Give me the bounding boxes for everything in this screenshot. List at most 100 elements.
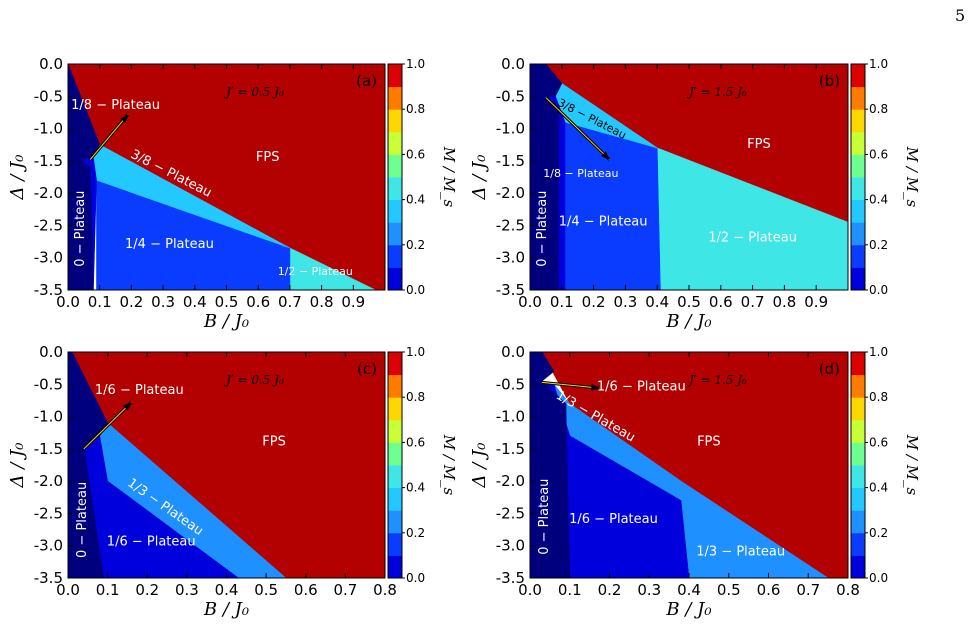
region-label: FPS: [747, 137, 771, 152]
x-tick-label: 0.3: [637, 581, 661, 599]
colorbar-segment: [851, 222, 865, 246]
colorbar-tick-label: 0.8: [406, 102, 425, 116]
colorbar-tick-label: 0.6: [869, 147, 888, 161]
panel-c: 0.0 0.1 0.2 0.3 0.4 0.5 0.6 0.7 0.8 0.0 -0.5 -1.0 -1…: [7, 343, 458, 620]
colorbar-segment: [388, 397, 402, 421]
y-tick-label: -2.5: [34, 504, 63, 522]
region-label: 1/4 − Plateau: [559, 214, 648, 229]
colorbar-segment: [388, 154, 402, 178]
y-tick-label: -3.0: [34, 249, 63, 267]
y-tick-label: -2.0: [34, 184, 63, 202]
x-tick-label: 0.0: [56, 581, 80, 599]
y-tick-label: -1.5: [34, 152, 63, 170]
region-label: 1/6 − Plateau: [107, 535, 196, 550]
y-tick-label: -1.0: [496, 408, 525, 426]
coupling-label: J′ = 1.5 J₀: [686, 373, 747, 387]
colorbar-segment: [388, 510, 402, 534]
region-label: 1/3 − Plateau: [696, 544, 785, 559]
region-label: 0 − Plateau: [75, 482, 90, 558]
x-tick-label: 0.5: [717, 581, 741, 599]
colorbar-segment: [388, 419, 402, 443]
colorbar-segment: [388, 109, 402, 133]
x-axis-label: B / J₀: [203, 311, 249, 332]
colorbar-label: M / M_s: [903, 146, 921, 208]
colorbar-label: M / M_s: [440, 146, 458, 208]
colorbar-tick-label: 0.4: [869, 193, 888, 207]
annotation-arrow-head: [601, 151, 610, 160]
y-tick-label: -3.5: [496, 281, 525, 299]
colorbar-label: M / M_s: [903, 434, 921, 496]
heatmap-regions: [530, 352, 848, 578]
x-tick-label: 0.0: [518, 293, 542, 311]
colorbar: 0.0 0.2 0.4 0.6 0.8 1.0 M / M_s: [387, 345, 458, 585]
heatmap-regions: [530, 64, 848, 290]
colorbar-segment: [851, 555, 865, 579]
y-tick-label: -1.0: [34, 408, 63, 426]
x-tick-label: 0.9: [341, 293, 365, 311]
colorbar-segment: [388, 487, 402, 511]
x-tick-label: 0.9: [804, 293, 828, 311]
y-tick-label: -2.5: [34, 216, 63, 234]
colorbar-frame: [387, 351, 403, 579]
y-tick-label: -2.0: [496, 184, 525, 202]
x-tick-label: 0.1: [558, 581, 582, 599]
colorbar-segment: [851, 374, 865, 398]
x-tick-label: 0.5: [215, 293, 239, 311]
colorbar-segment: [851, 465, 865, 489]
colorbar-segment: [388, 222, 402, 246]
colorbar-segment: [851, 267, 865, 291]
colorbar-tick-label: 0.0: [869, 283, 888, 297]
annotation-arrow-core: [541, 381, 600, 389]
y-tick-label: -0.5: [34, 87, 63, 105]
colorbar-frame: [850, 351, 866, 579]
y-axis-label: Δ / J₀: [469, 155, 490, 201]
y-tick-label: -1.5: [496, 440, 525, 458]
x-tick-label: 0.4: [215, 581, 239, 599]
colorbar-segment: [851, 86, 865, 110]
x-tick-label: 0.2: [582, 293, 606, 311]
y-tick-label: -1.0: [496, 120, 525, 138]
annotation-arrow-core: [545, 97, 610, 160]
x-tick-label: 0.7: [796, 581, 820, 599]
colorbar-tick-label: 0.2: [406, 526, 425, 540]
x-tick-label: 0.8: [772, 293, 796, 311]
colorbar-label: M / M_s: [440, 434, 458, 496]
colorbar-tick-label: 0.4: [406, 193, 425, 207]
colorbar-segment: [851, 419, 865, 443]
colorbar-frame: [850, 63, 866, 291]
region-0-plateau: [530, 64, 563, 290]
heatmap-regions: [68, 352, 385, 578]
y-tick-label: 0.0: [39, 55, 63, 73]
y-tick-label: -0.5: [34, 375, 63, 393]
y-tick-label: -3.5: [34, 569, 63, 587]
y-tick-label: 0.0: [39, 343, 63, 361]
colorbar-segment: [851, 199, 865, 223]
annotation-arrow-head: [123, 402, 132, 411]
colorbar-segment: [388, 555, 402, 579]
y-axis-label: Δ / J₀: [7, 155, 28, 201]
colorbar-segment: [388, 465, 402, 489]
x-tick-label: 0.0: [518, 581, 542, 599]
region-label: 1/6 − Plateau: [569, 512, 658, 527]
y-tick-label: -0.5: [496, 87, 525, 105]
x-tick-label: 0.8: [373, 581, 397, 599]
region-label: FPS: [697, 435, 721, 450]
colorbar: 0.0 0.2 0.4 0.6 0.8 1.0 M / M_s: [387, 57, 458, 297]
x-tick-label: 0.7: [278, 293, 302, 311]
region-label: FPS: [262, 435, 286, 450]
x-tick-label: 0.2: [598, 581, 622, 599]
colorbar-segment: [851, 64, 865, 88]
colorbar-tick-label: 0.8: [406, 390, 425, 404]
x-tick-label: 0.8: [310, 293, 334, 311]
x-tick-label: 0.4: [183, 293, 207, 311]
colorbar-tick-label: 0.8: [869, 390, 888, 404]
x-tick-label: 0.1: [550, 293, 574, 311]
colorbar-segment: [851, 510, 865, 534]
x-tick-label: 0.7: [741, 293, 765, 311]
annotation-arrow-head: [120, 114, 129, 123]
colorbar-segment: [851, 352, 865, 376]
region-label: 1/2 − Plateau: [278, 265, 353, 278]
y-tick-label: -3.0: [496, 249, 525, 267]
colorbar-segment: [851, 487, 865, 511]
